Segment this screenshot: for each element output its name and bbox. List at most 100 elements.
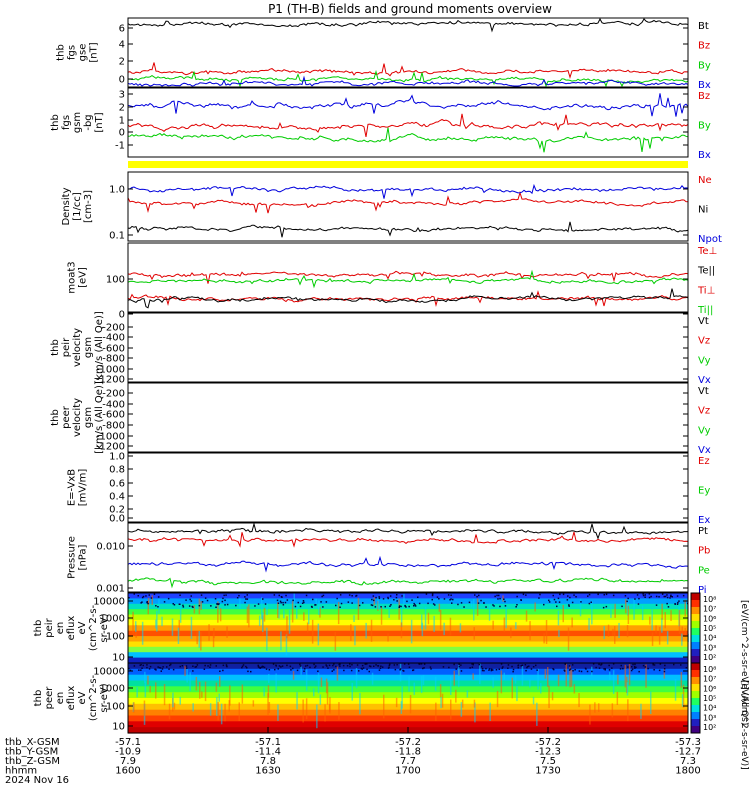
spectrogram-noise <box>521 664 524 666</box>
spectrogram-texture <box>474 702 476 723</box>
spectrogram-noise <box>394 668 397 671</box>
spectrogram-noise <box>377 665 380 667</box>
x-axis-value: 1800 <box>675 766 700 777</box>
y-tick-label: 100 <box>106 702 125 713</box>
spectrogram-texture <box>268 702 271 713</box>
spectrogram-noise <box>244 601 246 604</box>
spectrogram-texture <box>246 606 249 624</box>
spectrogram-texture <box>155 682 157 699</box>
spectrogram-texture <box>547 667 549 687</box>
spectrogram-texture <box>473 699 476 708</box>
spectrogram-noise <box>481 667 484 670</box>
y-tick-label: 0.001 <box>96 584 125 595</box>
spectrogram-texture <box>155 619 157 629</box>
spectrogram-texture <box>275 673 277 693</box>
spectrogram-noise <box>209 664 212 666</box>
spectrogram-noise <box>257 665 260 668</box>
spectrogram-noise <box>289 665 292 668</box>
spectrogram-noise <box>530 668 533 670</box>
spectrogram-noise <box>219 670 221 672</box>
y-axis-label: peer <box>44 686 55 710</box>
spectrogram-noise <box>406 600 408 603</box>
spectrogram-noise <box>265 668 268 670</box>
spectrogram-texture <box>305 669 308 691</box>
y-axis-label: [nT] <box>94 112 105 132</box>
spectrogram-texture <box>529 679 531 688</box>
spectrogram-texture <box>315 598 317 605</box>
spectrogram-band <box>128 709 688 717</box>
spectrogram-noise <box>331 670 333 672</box>
spectrogram-noise <box>604 668 606 670</box>
spectrogram-texture <box>283 609 285 619</box>
spectrogram-noise <box>586 670 589 673</box>
spectrogram-noise <box>431 598 433 601</box>
spectrogram-texture <box>147 597 150 605</box>
spectrogram-noise <box>129 669 132 672</box>
spectrogram-noise <box>161 668 164 670</box>
spectrogram-noise <box>398 606 400 608</box>
spectrogram-noise <box>587 595 589 597</box>
colorbar-step <box>691 600 700 608</box>
colorbar-step <box>691 712 700 720</box>
y-tick-label: 2 <box>119 103 125 114</box>
spectrogram-texture <box>470 601 473 608</box>
colorbar-tick-label: 10⁸ <box>703 595 716 604</box>
series-density-Ne <box>127 190 689 214</box>
spectrogram-noise <box>480 599 482 602</box>
spectrogram-noise <box>146 601 148 604</box>
spectrogram-band <box>128 630 688 637</box>
y-axis-label: thb <box>33 620 44 637</box>
spectrogram-noise <box>652 664 654 666</box>
y-axis-label: velocity <box>72 328 83 367</box>
spectrogram-noise <box>414 604 416 606</box>
spectrogram-texture <box>578 693 580 708</box>
spectrogram-noise <box>297 601 299 604</box>
spectrogram-noise <box>371 598 373 601</box>
series-fgs-gse-By <box>127 69 689 88</box>
spectrogram-texture <box>573 684 576 694</box>
spectrogram-noise <box>360 667 363 670</box>
spectrogram-noise <box>351 664 353 666</box>
series-temperature-Ti <box>127 269 689 289</box>
spectrogram-texture <box>543 633 545 644</box>
spectrogram-texture <box>455 689 457 703</box>
spectrogram-noise <box>413 602 415 605</box>
spectrogram-texture <box>410 619 413 644</box>
spectrogram-texture <box>266 627 268 651</box>
spectrogram-noise <box>567 595 569 597</box>
y-tick-label: 100 <box>106 632 125 643</box>
spectrogram-noise <box>584 667 587 670</box>
spectrogram-noise <box>194 666 196 668</box>
spectrogram-noise <box>263 666 266 669</box>
spectrogram-noise <box>568 605 570 607</box>
x-axis-value: 1630 <box>255 766 280 777</box>
spectrogram-noise <box>619 668 622 670</box>
spectrogram-noise <box>449 599 451 601</box>
spectrogram-texture <box>627 699 629 722</box>
spectrogram-noise <box>556 605 558 608</box>
series-fgs-gsm-Bx <box>127 93 689 117</box>
spectrogram-noise <box>468 601 471 604</box>
spectrogram-noise <box>185 599 187 601</box>
spectrogram-texture <box>633 598 635 620</box>
spectrogram-noise <box>644 596 646 598</box>
spectrogram-noise <box>209 666 211 668</box>
spectrogram-noise <box>442 666 445 668</box>
spectrogram-texture <box>171 618 174 636</box>
spectrogram-noise <box>204 664 206 667</box>
spectrogram-noise <box>403 663 406 665</box>
spectrogram-noise <box>604 669 606 671</box>
spectrogram-noise <box>185 665 188 667</box>
spectrogram-noise <box>553 668 555 671</box>
spectrogram-noise <box>325 601 328 603</box>
y-axis-label: velocity <box>72 398 83 437</box>
spectrogram-noise <box>642 664 645 667</box>
spectrogram-texture <box>680 672 683 688</box>
spectrogram-texture <box>460 702 463 717</box>
spectrogram-noise <box>173 604 176 606</box>
spectrogram-noise <box>483 669 485 672</box>
spectrogram-texture <box>548 685 550 709</box>
spectrogram-texture <box>439 610 442 630</box>
spectrogram-texture <box>684 599 686 617</box>
spectrogram-texture <box>262 612 264 632</box>
